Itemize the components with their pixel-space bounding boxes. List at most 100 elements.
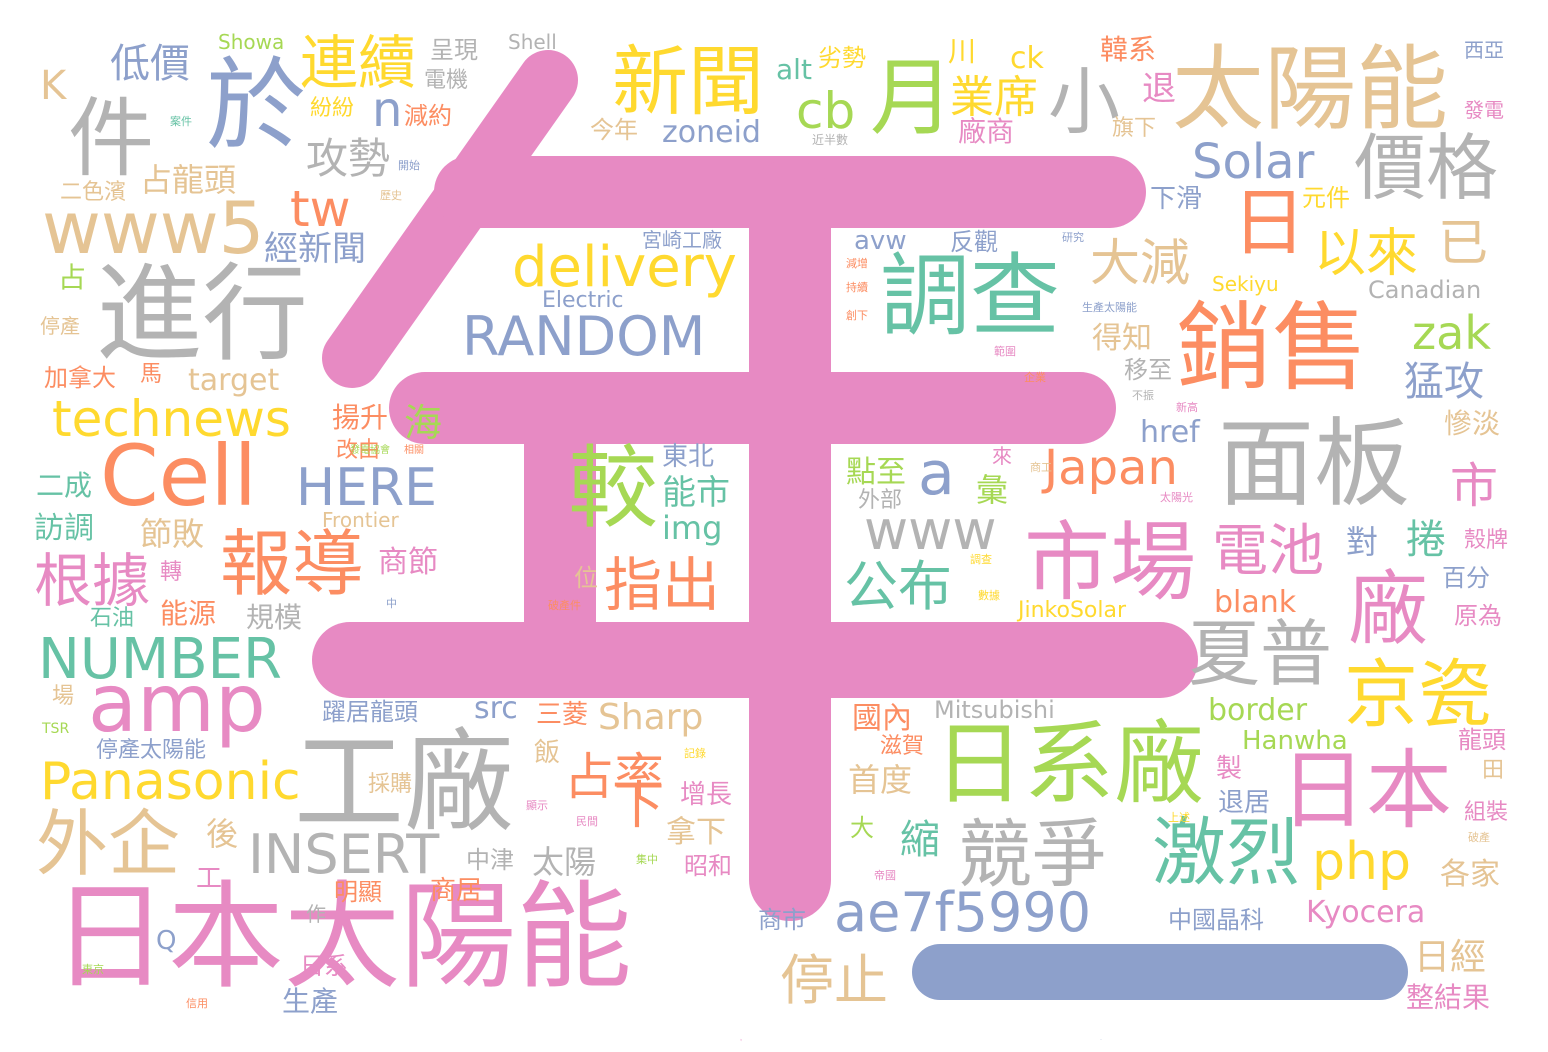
word: 殼牌: [1464, 528, 1509, 553]
word: 已: [1438, 214, 1488, 272]
word: 太陽能: [1172, 36, 1449, 143]
word: 研究: [1062, 231, 1084, 244]
word: 飯: [534, 738, 561, 768]
word: 減約: [404, 102, 452, 130]
word: Solar: [1192, 134, 1315, 190]
word: 石油: [90, 606, 135, 631]
word: 太陽: [532, 843, 597, 881]
word: 慘淡: [1444, 407, 1501, 440]
word: 停產: [40, 314, 80, 338]
word: 宮崎工廠: [642, 228, 722, 252]
word: 商節: [378, 545, 438, 580]
word: Sekiyu: [1212, 272, 1279, 296]
word: 停產太陽能: [96, 738, 207, 763]
word: zoneid: [662, 115, 761, 150]
word: 場: [52, 684, 75, 709]
word: 訪調: [34, 511, 94, 546]
word: TSR: [42, 721, 70, 737]
word: 工: [196, 864, 223, 894]
word: tw: [290, 180, 351, 238]
word: ck: [1010, 41, 1044, 76]
word: Sharp: [598, 697, 704, 738]
word: 記錄: [684, 747, 706, 760]
word: cb: [796, 82, 856, 140]
word: 點至: [846, 455, 906, 490]
word: 廠: [1348, 563, 1428, 656]
word: 反觀: [950, 228, 998, 256]
word: 調查: [880, 244, 1060, 349]
word: 三菱: [536, 700, 589, 730]
word: 對: [1346, 523, 1379, 561]
word: 製: [1216, 754, 1243, 784]
word: 民間: [576, 815, 598, 828]
word: 轉: [160, 560, 183, 585]
word: 企業: [1024, 371, 1046, 384]
word: 破產: [1468, 831, 1490, 844]
word: 持續: [846, 281, 868, 294]
word: href: [1140, 415, 1200, 450]
word: zak: [1412, 306, 1491, 360]
word: ae7f5990: [834, 881, 1092, 944]
word: 低價: [110, 41, 190, 87]
word: K: [40, 63, 67, 109]
word: 歷史: [380, 189, 402, 202]
word: 下滑: [1150, 184, 1203, 214]
word: 東京: [82, 963, 104, 976]
word: 滋賀: [880, 734, 925, 759]
word: 拿下: [666, 815, 726, 850]
word: 減增: [846, 257, 868, 270]
word: 帝國: [874, 869, 896, 882]
word: delivery: [512, 235, 737, 300]
word: technews: [52, 390, 291, 448]
word: 新聞: [612, 37, 764, 126]
word: 龍頭: [1458, 726, 1506, 754]
word: 夏普: [1188, 612, 1333, 696]
word: 整結果: [1406, 981, 1491, 1014]
word: 作: [306, 902, 326, 926]
word: 停止: [780, 949, 888, 1012]
word: 大減: [1090, 234, 1190, 292]
word: 外企: [36, 802, 181, 886]
word: Cell: [100, 427, 258, 525]
word: img: [662, 509, 723, 547]
word: 日: [1232, 180, 1306, 266]
word: 競爭: [958, 812, 1106, 898]
word: HERE: [296, 458, 437, 518]
word: 能市: [662, 473, 730, 513]
word: 中國晶科: [1168, 906, 1264, 934]
word: 百分: [1442, 564, 1490, 592]
word: 於: [206, 47, 306, 164]
word: 集中: [636, 853, 658, 866]
word: 新高: [1176, 401, 1198, 414]
word: 移至: [1124, 356, 1172, 384]
word: target: [188, 363, 280, 398]
word: 各家: [1440, 857, 1500, 892]
word: 大: [850, 814, 874, 842]
word: 相關: [404, 445, 424, 456]
word: 連續: [300, 29, 417, 97]
word: 退: [1142, 69, 1176, 109]
word: 位: [574, 564, 598, 592]
word: 以來: [1314, 224, 1419, 284]
word: 紛紛: [310, 96, 355, 121]
word: 開始: [398, 159, 420, 172]
word: 上述: [1168, 811, 1190, 824]
word-yi: 一: [1100, 1040, 1103, 1042]
word: border: [1208, 693, 1308, 728]
word: Kyocera: [1306, 895, 1426, 930]
word: 川: [948, 35, 977, 68]
word: 日系廠: [934, 712, 1204, 817]
word: 小: [1048, 60, 1121, 144]
word: 工廠: [294, 719, 514, 847]
word: Q: [156, 926, 177, 956]
word: alt: [776, 53, 812, 86]
word: 元件: [1302, 184, 1350, 212]
word: 調查: [970, 553, 992, 566]
word: blank: [1214, 585, 1297, 620]
word: 國內: [852, 701, 912, 736]
word: NUMBER: [38, 627, 282, 692]
word: 占率: [564, 748, 664, 806]
word: www5: [42, 186, 265, 270]
word: 西亞: [1464, 38, 1504, 62]
word: 改由: [336, 438, 381, 463]
